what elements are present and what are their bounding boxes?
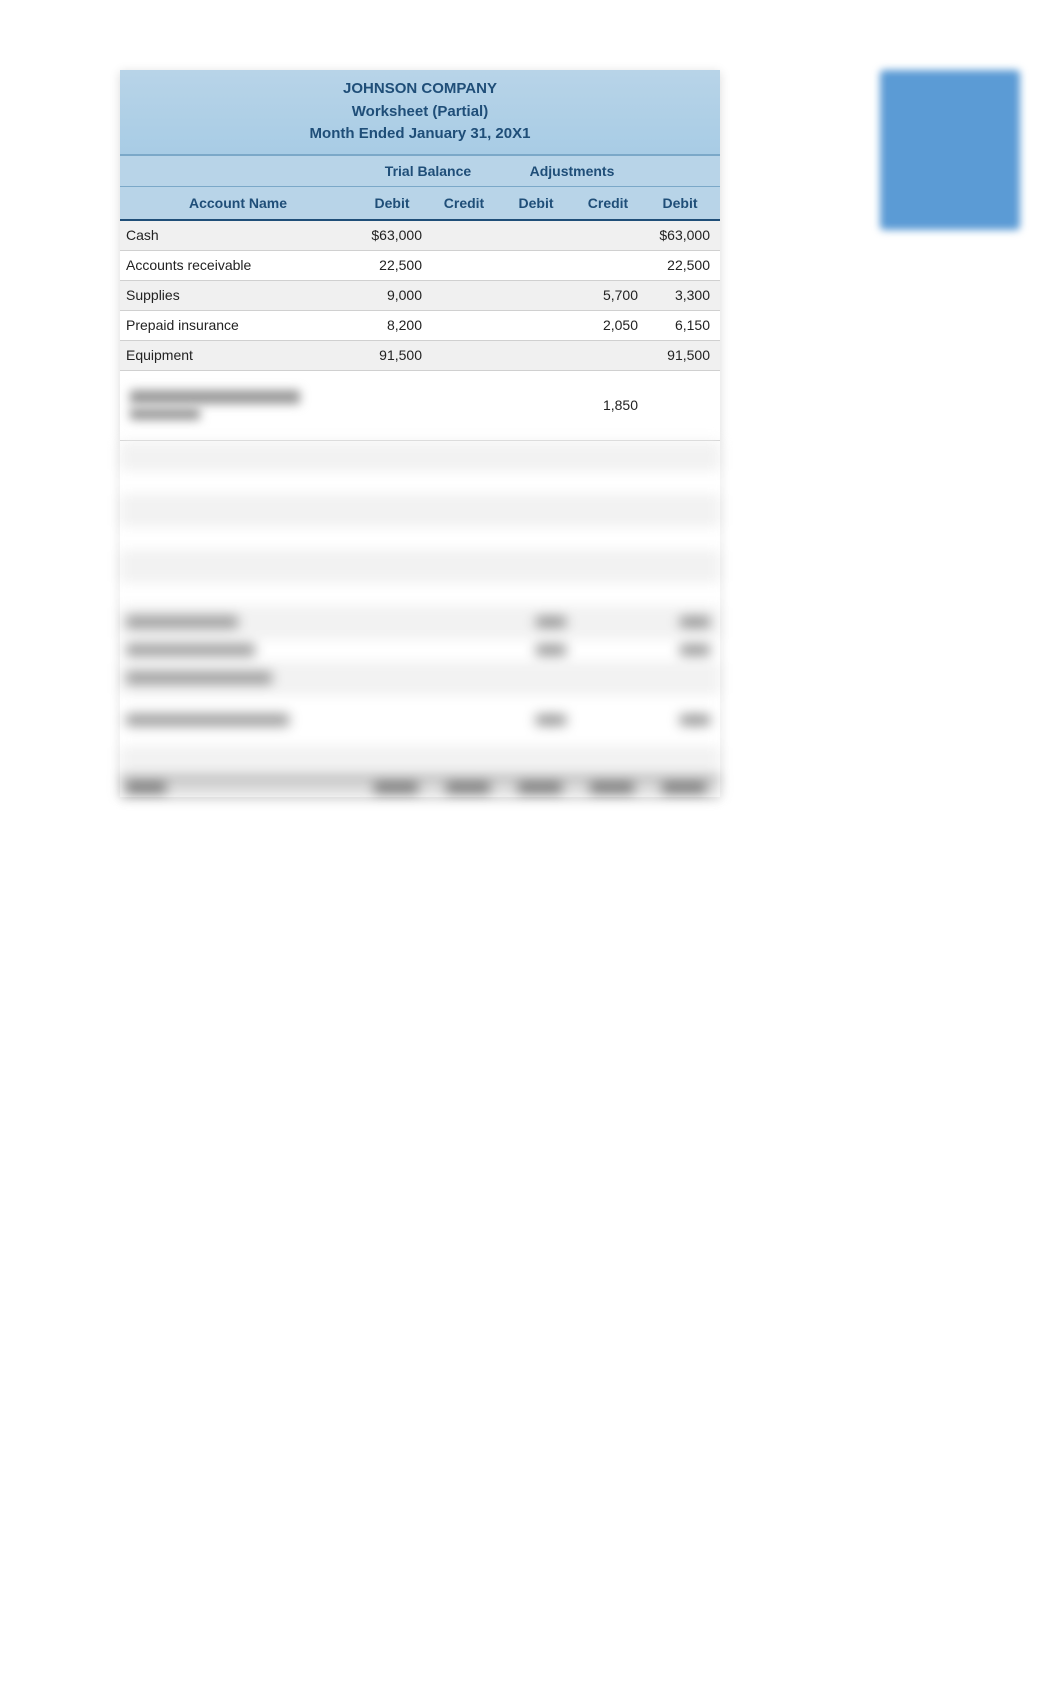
blurred-account-name <box>130 390 300 404</box>
worksheet-table: JOHNSON COMPANY Worksheet (Partial) Mont… <box>120 70 720 797</box>
blurred-value <box>590 783 634 793</box>
final-debit-cell: 6,150 <box>644 317 716 333</box>
account-name-cell: Supplies <box>120 287 356 303</box>
blurred-cell <box>644 617 716 627</box>
blurred-row <box>120 581 720 609</box>
blurred-cell <box>644 645 716 655</box>
worksheet-period: Month Ended January 31, 20X1 <box>120 123 720 146</box>
blurred-cell <box>500 779 572 797</box>
blurred-row <box>120 637 720 665</box>
blurred-row <box>120 441 720 469</box>
account-name-cell: Accounts receivable <box>120 257 356 273</box>
blurred-cell <box>644 779 716 797</box>
blurred-text <box>126 644 255 656</box>
blurred-value <box>446 783 490 793</box>
blurred-cell <box>120 714 356 726</box>
blurred-cell <box>500 645 572 655</box>
adj-debit-header: Debit <box>500 187 572 219</box>
final-debit-cell: 22,500 <box>644 257 716 273</box>
table-row: Cash$63,000$63,000 <box>120 221 720 251</box>
blurred-cell <box>644 715 716 725</box>
company-name: JOHNSON COMPANY <box>120 78 720 101</box>
worksheet-header: JOHNSON COMPANY Worksheet (Partial) Mont… <box>120 70 720 155</box>
account-name-header: Account Name <box>120 187 356 219</box>
tb-credit-header: Credit <box>428 187 500 219</box>
tb-debit-cell: 91,500 <box>356 347 428 363</box>
blurred-cell <box>428 779 500 797</box>
adj-credit-header: Credit <box>572 187 644 219</box>
blurred-account-name <box>130 408 200 420</box>
final-debit-header: Debit <box>644 187 716 219</box>
blurred-value <box>536 617 566 627</box>
blurred-value <box>680 617 710 627</box>
section-header-row: Trial Balance Adjustments <box>120 155 720 187</box>
final-debit-cell: $63,000 <box>644 227 716 243</box>
page-container: JOHNSON COMPANY Worksheet (Partial) Mont… <box>120 70 940 797</box>
worksheet-title: Worksheet (Partial) <box>120 101 720 124</box>
blurred-cell <box>356 779 428 797</box>
blurred-cell <box>500 617 572 627</box>
adjustments-label: Adjustments <box>500 156 644 186</box>
blurred-text <box>126 672 272 684</box>
blurred-row <box>120 609 720 637</box>
blurred-value <box>536 645 566 655</box>
adj-credit-cell: 5,700 <box>572 287 644 303</box>
blurred-cell <box>120 644 356 656</box>
blurred-text <box>126 616 238 628</box>
data-rows-container: Cash$63,000$63,000Accounts receivable22,… <box>120 221 720 441</box>
blurred-row <box>120 525 720 553</box>
blue-sidebar-tab <box>880 70 1020 230</box>
adj-credit-cell: 1,850 <box>572 397 644 413</box>
blurred-value <box>374 783 418 793</box>
table-row: Supplies9,000 5,7003,300 <box>120 281 720 311</box>
section-spacer <box>120 156 356 186</box>
blurred-text <box>126 783 166 793</box>
blurred-row <box>120 469 720 497</box>
tb-debit-cell: 8,200 <box>356 317 428 333</box>
blurred-cell <box>120 616 356 628</box>
table-row: 1,850 <box>120 371 720 441</box>
total-row <box>120 777 720 797</box>
blurred-value <box>518 783 562 793</box>
blurred-cell <box>120 672 356 684</box>
section-spacer-right <box>644 156 716 186</box>
tb-debit-cell: 9,000 <box>356 287 428 303</box>
blurred-cell <box>120 779 356 797</box>
blurred-row <box>120 497 720 525</box>
blurred-value <box>536 715 566 725</box>
table-row: Accounts receivable22,50022,500 <box>120 251 720 281</box>
blurred-value <box>662 783 706 793</box>
account-name-cell: Cash <box>120 227 356 243</box>
adj-credit-cell: 2,050 <box>572 317 644 333</box>
final-debit-cell: 3,300 <box>644 287 716 303</box>
final-debit-cell: 91,500 <box>644 347 716 363</box>
blurred-row <box>120 665 720 693</box>
account-name-cell: Equipment <box>120 347 356 363</box>
blurred-row <box>120 749 720 777</box>
blurred-text <box>126 714 289 726</box>
column-header-row: Account Name Debit Credit Debit Credit D… <box>120 187 720 221</box>
blurred-row <box>120 693 720 749</box>
blurred-value <box>680 645 710 655</box>
account-name-cell: Prepaid insurance <box>120 317 356 333</box>
trial-balance-label: Trial Balance <box>356 156 500 186</box>
tb-debit-cell: 22,500 <box>356 257 428 273</box>
account-name-cell <box>120 390 356 420</box>
blurred-cell <box>500 715 572 725</box>
table-row: Prepaid insurance8,200 2,0506,150 <box>120 311 720 341</box>
blurred-row <box>120 553 720 581</box>
blurred-rows-container <box>120 441 720 797</box>
tb-debit-cell: $63,000 <box>356 227 428 243</box>
blurred-cell <box>572 779 644 797</box>
tb-debit-header: Debit <box>356 187 428 219</box>
table-row: Equipment91,50091,500 <box>120 341 720 371</box>
blurred-value <box>680 715 710 725</box>
